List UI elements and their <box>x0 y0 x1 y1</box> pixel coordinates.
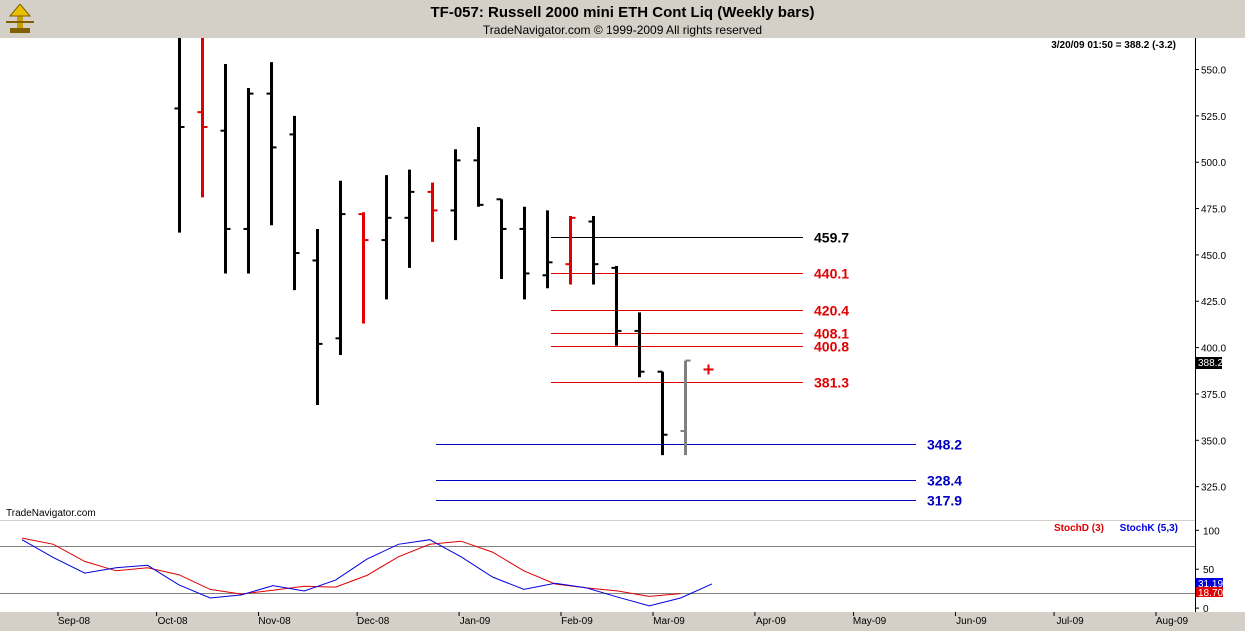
level-label: 408.1 <box>814 326 849 342</box>
ohlc-bar <box>174 38 185 233</box>
x-tick-label: Sep-08 <box>58 616 91 627</box>
level-label: 420.4 <box>814 303 849 319</box>
level-label: 381.3 <box>814 375 849 391</box>
stoch-tick-label: 100 <box>1203 526 1220 537</box>
price-tick-label: 400.0 <box>1201 344 1226 355</box>
x-axis[interactable]: Sep-08 Oct-08 Nov-08 Dec-08 Jan-09 Feb-09 Mar-… <box>0 612 1245 631</box>
ohlc-bar <box>312 228 323 406</box>
price-axis-ticks: 325.0 350.0 375.0 400.0 425.0 450.0 475.0 500.0… <box>1195 66 1226 494</box>
ohlc-bar <box>588 215 599 285</box>
x-tick-label: Jan-09 <box>460 616 491 627</box>
x-tick-label: Dec-08 <box>357 616 390 627</box>
x-axis-scale[interactable]: Sep-08 Oct-08 Nov-08 Dec-08 Jan-09 Feb-09 Mar-… <box>0 612 1245 631</box>
stoch-k-line <box>21 539 713 607</box>
ohlc-bar <box>266 62 277 226</box>
y-axis[interactable]: 325.0 350.0 375.0 400.0 425.0 450.0 475.0 500.0… <box>1195 38 1245 612</box>
level-label: 459.7 <box>814 230 849 246</box>
x-tick-label: Feb-09 <box>561 616 593 627</box>
ohlc-bar <box>565 215 576 285</box>
ohlc-bar <box>358 212 369 324</box>
last-quote: 3/20/09 01:50 = 388.2 (-3.2) <box>1051 40 1176 51</box>
price-tick-label: 425.0 <box>1201 297 1226 308</box>
current-price-marker <box>703 364 714 375</box>
price-tick-label: 525.0 <box>1201 112 1226 123</box>
level-label: 348.2 <box>927 437 962 453</box>
level-label: 440.1 <box>814 266 849 282</box>
stoch-k-tag: 31.19 <box>1198 579 1223 590</box>
stochastic-lines <box>0 537 1195 607</box>
x-tick-label: Mar-09 <box>653 616 685 627</box>
ohlc-bar <box>450 149 461 241</box>
price-tick-label: 550.0 <box>1201 66 1226 77</box>
price-tick-label: 375.0 <box>1201 390 1226 401</box>
price-tick-label: 325.0 <box>1201 483 1226 494</box>
x-tick-label: May-09 <box>853 616 887 627</box>
y-axis-scale[interactable]: 325.0 350.0 375.0 400.0 425.0 450.0 475.0 500.0… <box>1195 38 1245 612</box>
stoch-tick-label: 50 <box>1203 565 1215 576</box>
ohlc-bar <box>289 115 300 291</box>
ohlc-bar <box>404 169 415 268</box>
stoch-value-tags: 31.19 18.70 <box>1196 578 1223 599</box>
last-price-tag-text: 388.2 <box>1198 358 1223 369</box>
last-price-tag: 388.2 <box>1196 357 1223 369</box>
stochastic-chart[interactable]: StochD (3) StochK (5,3) <box>0 521 1195 612</box>
level-label: 317.9 <box>927 493 962 509</box>
price-tick-label: 500.0 <box>1201 158 1226 169</box>
ohlc-bar <box>542 210 553 289</box>
ohlc-bar <box>197 38 208 198</box>
stoch-tick-label: 0 <box>1203 604 1209 612</box>
ohlc-bar <box>381 175 392 300</box>
x-axis-ticks: Sep-08 Oct-08 Nov-08 Dec-08 Jan-09 Feb-09 Mar-… <box>57 612 1189 627</box>
tradenavigator-logo-icon <box>6 4 34 33</box>
price-tick-label: 450.0 <box>1201 251 1226 262</box>
x-tick-label: Jun-09 <box>956 616 987 627</box>
stochastic-panel[interactable]: StochD (3) StochK (5,3) <box>0 521 1195 612</box>
x-tick-label: Nov-08 <box>258 616 291 627</box>
copyright-subtitle: TradeNavigator.com © 1999-2009 All right… <box>482 23 763 37</box>
chart-title: TF-057: Russell 2000 mini ETH Cont Liq (… <box>430 4 815 21</box>
ohlc-bar <box>335 180 346 356</box>
x-tick-label: Aug-09 <box>1156 616 1189 627</box>
price-tick-label: 475.0 <box>1201 205 1226 216</box>
stoch-axis-ticks: 0 50 100 <box>1195 526 1220 612</box>
ohlc-bar <box>657 370 668 456</box>
level-label: 328.4 <box>927 473 962 489</box>
stoch-d-legend: StochD (3) <box>1054 523 1104 534</box>
ohlc-bar <box>427 182 438 242</box>
ohlc-bar <box>519 206 530 300</box>
ohlc-bar <box>611 266 622 346</box>
ohlc-bar <box>634 312 645 378</box>
stoch-d-tag: 18.70 <box>1198 588 1223 599</box>
ohlc-bar <box>496 198 507 279</box>
ohlc-bar <box>473 126 484 207</box>
stoch-k-legend: StochK (5,3) <box>1120 523 1178 534</box>
level-label: 400.8 <box>814 339 849 355</box>
ohlc-bar <box>220 63 231 274</box>
ohlc-bar <box>680 359 691 456</box>
x-tick-label: Jul-09 <box>1056 616 1084 627</box>
ohlc-bar <box>243 88 254 274</box>
watermark: TradeNavigator.com <box>6 508 96 519</box>
x-tick-label: Oct-08 <box>158 616 188 627</box>
price-bars <box>174 38 714 456</box>
price-tick-label: 350.0 <box>1201 436 1226 447</box>
x-tick-label: Apr-09 <box>756 616 786 627</box>
price-panel[interactable]: 459.7 440.1 420.4 408.1 400.8 381.3 348.2 328.4… <box>0 38 1195 520</box>
chart-header: TF-057: Russell 2000 mini ETH Cont Liq (… <box>0 0 1245 38</box>
